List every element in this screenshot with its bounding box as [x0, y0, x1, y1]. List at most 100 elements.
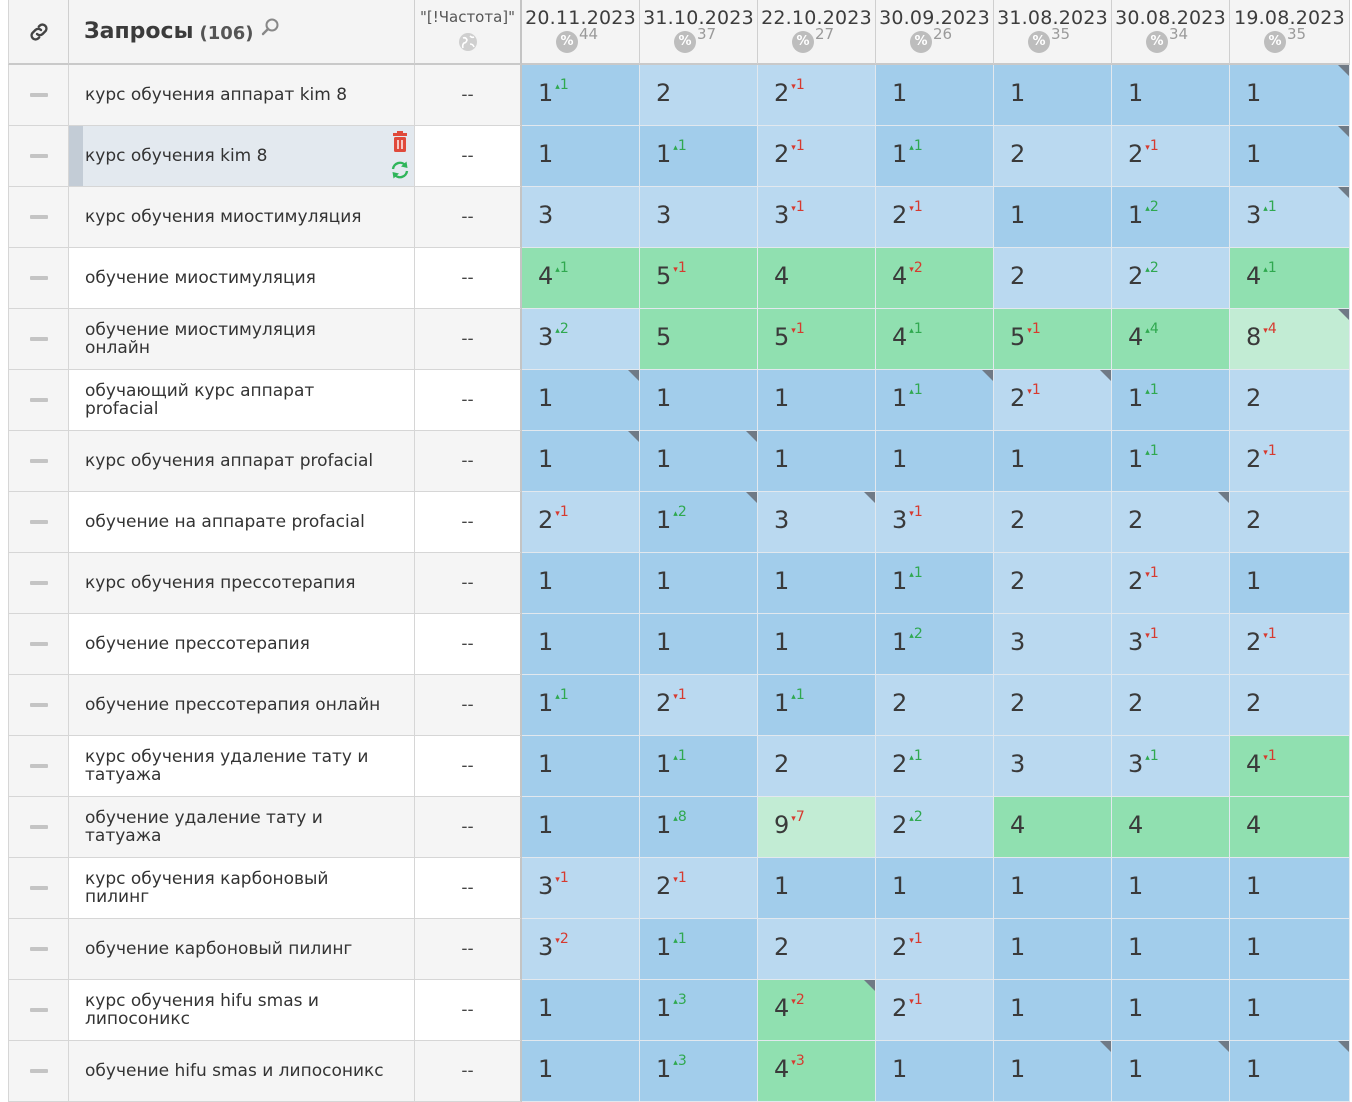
row-handle[interactable]	[8, 919, 69, 980]
position-cell[interactable]: 3 ▴1	[1112, 736, 1230, 797]
minus-icon[interactable]	[29, 1069, 48, 1073]
position-cell[interactable]: 1 ▴1	[522, 65, 640, 126]
date-column-header[interactable]: 22.10.2023% 27	[758, 0, 876, 65]
row-handle[interactable]	[8, 187, 69, 248]
position-cell[interactable]: 4	[994, 797, 1112, 858]
row-handle[interactable]	[8, 248, 69, 309]
position-cell[interactable]: 1	[758, 553, 876, 614]
minus-icon[interactable]	[29, 886, 48, 890]
minus-icon[interactable]	[29, 703, 48, 707]
position-cell[interactable]: 1	[758, 431, 876, 492]
position-cell[interactable]: 1	[522, 797, 640, 858]
link-icon[interactable]	[27, 20, 51, 44]
position-cell[interactable]: 1	[1230, 919, 1350, 980]
position-cell[interactable]: 1	[522, 553, 640, 614]
minus-icon[interactable]	[29, 947, 48, 951]
position-cell[interactable]: 2	[758, 919, 876, 980]
query-cell[interactable]: обучение на аппарате profacial	[69, 492, 415, 553]
position-cell[interactable]: 1	[758, 370, 876, 431]
date-column-header[interactable]: 30.08.2023% 34	[1112, 0, 1230, 65]
position-cell[interactable]: 1 ▴1	[1112, 431, 1230, 492]
minus-icon[interactable]	[29, 1008, 48, 1012]
position-cell[interactable]: 4 ▾3	[758, 1041, 876, 1102]
minus-icon[interactable]	[29, 581, 48, 585]
position-cell[interactable]: 3	[758, 492, 876, 553]
position-cell[interactable]: 1 ▴2	[640, 492, 758, 553]
position-cell[interactable]: 2 ▾1	[1112, 553, 1230, 614]
position-cell[interactable]: 3 ▾2	[522, 919, 640, 980]
position-cell[interactable]: 3 ▾1	[876, 492, 994, 553]
position-cell[interactable]: 3 ▾1	[1112, 614, 1230, 675]
position-cell[interactable]: 3 ▾1	[758, 187, 876, 248]
position-cell[interactable]: 1 ▴1	[522, 675, 640, 736]
query-cell[interactable]: курс обучения аппарат profacial	[69, 431, 415, 492]
position-cell[interactable]: 2	[876, 675, 994, 736]
position-cell[interactable]: 4 ▴1	[522, 248, 640, 309]
position-cell[interactable]: 1	[522, 614, 640, 675]
position-cell[interactable]: 5 ▾1	[994, 309, 1112, 370]
position-cell[interactable]: 2 ▾1	[1112, 126, 1230, 187]
query-cell[interactable]: курс обучения миостимуляция	[69, 187, 415, 248]
position-cell[interactable]: 1 ▴1	[758, 675, 876, 736]
row-handle[interactable]	[8, 492, 69, 553]
position-cell[interactable]: 9 ▾7	[758, 797, 876, 858]
position-cell[interactable]: 4 ▴1	[1230, 248, 1350, 309]
minus-icon[interactable]	[29, 459, 48, 463]
position-cell[interactable]: 1	[994, 65, 1112, 126]
query-cell[interactable]: курс обучения аппарат kim 8	[69, 65, 415, 126]
position-cell[interactable]: 1	[640, 370, 758, 431]
query-cell[interactable]: обучение удаление тату и татуажа	[69, 797, 415, 858]
position-cell[interactable]: 1	[876, 858, 994, 919]
query-cell[interactable]: курс обучения hifu smas и липосоникс	[69, 980, 415, 1041]
position-cell[interactable]: 2 ▾1	[640, 675, 758, 736]
query-cell[interactable]: обучение миостимуляция	[69, 248, 415, 309]
position-cell[interactable]: 2	[994, 126, 1112, 187]
query-cell[interactable]: курс обучения карбоновый пилинг	[69, 858, 415, 919]
refresh-icon[interactable]	[390, 160, 410, 180]
query-cell[interactable]: курс обучения удаление тату и татуажа	[69, 736, 415, 797]
row-handle[interactable]	[8, 126, 69, 187]
minus-icon[interactable]	[29, 825, 48, 829]
position-cell[interactable]: 1 ▴3	[640, 1041, 758, 1102]
query-cell[interactable]: курс обучения прессотерапия	[69, 553, 415, 614]
position-cell[interactable]: 1	[994, 858, 1112, 919]
query-cell[interactable]: обучение hifu smas и липосоникс	[69, 1041, 415, 1102]
position-cell[interactable]: 2	[1230, 675, 1350, 736]
row-handle[interactable]	[8, 736, 69, 797]
query-cell[interactable]: обучение миостимуляция онлайн	[69, 309, 415, 370]
position-cell[interactable]: 1 ▴1	[876, 126, 994, 187]
position-cell[interactable]: 1 ▴2	[876, 614, 994, 675]
position-cell[interactable]: 1 ▴1	[1112, 370, 1230, 431]
row-handle[interactable]	[8, 553, 69, 614]
position-cell[interactable]: 2 ▾1	[640, 858, 758, 919]
minus-icon[interactable]	[29, 276, 48, 280]
position-cell[interactable]: 4 ▾2	[876, 248, 994, 309]
position-cell[interactable]: 1	[758, 614, 876, 675]
position-cell[interactable]: 2	[994, 675, 1112, 736]
minus-icon[interactable]	[29, 398, 48, 402]
row-handle[interactable]	[8, 614, 69, 675]
position-cell[interactable]: 2 ▾1	[876, 919, 994, 980]
search-icon[interactable]	[260, 17, 280, 37]
position-cell[interactable]: 2 ▾1	[1230, 431, 1350, 492]
position-cell[interactable]: 2 ▾1	[522, 492, 640, 553]
position-cell[interactable]: 1 ▴1	[876, 553, 994, 614]
position-cell[interactable]: 1	[1112, 858, 1230, 919]
position-cell[interactable]: 1	[876, 65, 994, 126]
position-cell[interactable]: 2	[994, 248, 1112, 309]
position-cell[interactable]: 8 ▾4	[1230, 309, 1350, 370]
query-cell[interactable]: курс обучения kim 8	[69, 126, 415, 187]
position-cell[interactable]: 1	[876, 431, 994, 492]
position-cell[interactable]: 2 ▴2	[876, 797, 994, 858]
position-cell[interactable]: 1	[1112, 1041, 1230, 1102]
position-cell[interactable]: 2 ▾1	[994, 370, 1112, 431]
position-cell[interactable]: 2 ▾1	[758, 65, 876, 126]
position-cell[interactable]: 2	[1112, 675, 1230, 736]
date-column-header[interactable]: 31.10.2023% 37	[640, 0, 758, 65]
position-cell[interactable]: 1	[522, 370, 640, 431]
position-cell[interactable]: 1 ▴8	[640, 797, 758, 858]
position-cell[interactable]: 3	[640, 187, 758, 248]
date-column-header[interactable]: 19.08.2023% 35	[1230, 0, 1350, 65]
position-cell[interactable]: 2 ▾1	[876, 980, 994, 1041]
position-cell[interactable]: 4	[758, 248, 876, 309]
